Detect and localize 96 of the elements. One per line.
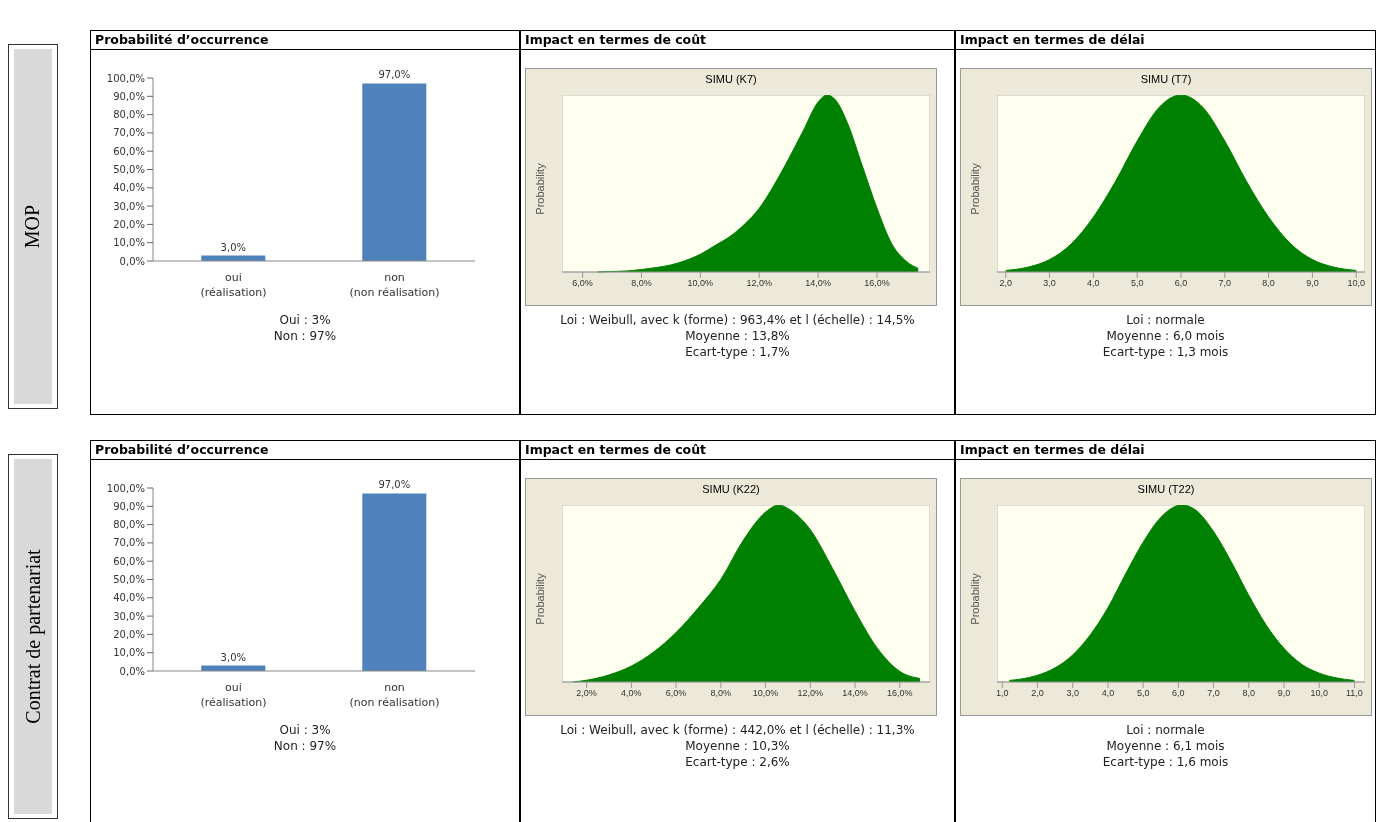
- x-tick-label: 11,0: [1346, 688, 1363, 699]
- data-label: 97,0%: [378, 69, 411, 81]
- text: Moyenne : 13,8%: [684, 328, 791, 344]
- chart-title: Impact en termes de délai: [956, 31, 1375, 50]
- chart-title: Probabilité d’occurrence: [91, 441, 519, 460]
- text: Loi : normale: [1125, 722, 1206, 738]
- x-tick-label: 2,0: [999, 278, 1013, 289]
- y-tick-label: 50,0%: [113, 574, 145, 586]
- y-tick-label: 90,0%: [113, 500, 145, 512]
- y-tick-label: 80,0%: [113, 109, 145, 121]
- data-label: 3,0%: [220, 241, 246, 253]
- x-tick-label: 8,0%: [631, 278, 652, 289]
- text: Moyenne : 10,3%: [684, 738, 791, 754]
- y-tick-label: 10,0%: [113, 237, 145, 249]
- y-tick-label: 30,0%: [113, 610, 145, 622]
- y-tick-label: 30,0%: [113, 200, 145, 212]
- y-tick-label: 0,0%: [119, 255, 145, 267]
- x-tick-label: 10,0: [1310, 688, 1328, 699]
- x-tick-label: 4,0: [1087, 278, 1100, 289]
- text: Ecart-type : 2,6%: [684, 754, 791, 770]
- chart-subtitle: SIMU (T7): [1139, 72, 1193, 87]
- y-tick-label: 90,0%: [113, 90, 145, 102]
- x-tick-label: 10,0%: [752, 688, 779, 699]
- x-tick-label: 8,0: [1242, 688, 1256, 699]
- x-tick-label: 2,0%: [576, 688, 597, 699]
- text: Loi : Weibull, avec k (forme) : 442,0% et l (échelle) : 11,3%: [559, 722, 916, 738]
- chart-subtitle: SIMU (K7): [704, 72, 758, 87]
- x-tick-label: 6,0: [1172, 688, 1185, 699]
- x-tick-label: 10,0: [1347, 278, 1365, 289]
- text: Contrat de partenariat: [21, 549, 45, 724]
- text: Ecart-type : 1,7%: [684, 344, 791, 360]
- data-label: 3,0%: [220, 651, 246, 663]
- x-tick-label: 8,0: [1262, 278, 1275, 289]
- y-tick-label: 60,0%: [113, 145, 145, 157]
- x-tick-label: 9,0: [1306, 278, 1319, 289]
- y-axis-title: Probability: [969, 573, 981, 625]
- text: Oui : 3%: [278, 312, 332, 328]
- y-axis-title: Probability: [534, 163, 546, 215]
- x-tick-label: 7,0: [1207, 688, 1220, 699]
- y-tick-label: 20,0%: [113, 628, 145, 640]
- x-tick-label: non (non réalisation): [349, 681, 440, 709]
- x-tick-label: 6,0%: [572, 278, 593, 289]
- y-tick-label: 10,0%: [113, 647, 145, 659]
- x-tick-label: 2,0: [1031, 688, 1044, 699]
- x-tick-label: 8,0%: [710, 688, 732, 699]
- x-tick-label: 10,0%: [687, 278, 714, 289]
- y-tick-label: 70,0%: [113, 537, 145, 549]
- chart-subtitle: SIMU (T22): [1136, 482, 1196, 497]
- chart-title: Impact en termes de délai: [956, 441, 1375, 460]
- text: Moyenne : 6,0 mois: [1105, 328, 1226, 344]
- x-tick-label: 16,0%: [864, 278, 890, 289]
- y-tick-label: 70,0%: [113, 127, 145, 139]
- y-tick-label: 100,0%: [106, 72, 145, 84]
- x-tick-label: 3,0: [1043, 278, 1056, 289]
- text: Loi : normale: [1125, 312, 1206, 328]
- chart-title: Impact en termes de coût: [521, 31, 954, 50]
- y-tick-label: 40,0%: [113, 182, 145, 194]
- text: Ecart-type : 1,6 mois: [1101, 754, 1230, 770]
- text: Oui : 3%: [278, 722, 332, 738]
- text: Non : 97%: [272, 328, 338, 344]
- x-tick-label: 12,0%: [797, 688, 824, 699]
- y-axis-title: Probability: [969, 163, 981, 215]
- chart-subtitle: SIMU (K22): [701, 482, 761, 497]
- y-axis-title: Probability: [534, 573, 546, 625]
- x-tick-label: 1,0: [996, 688, 1009, 699]
- x-tick-label: oui (réalisation): [200, 271, 267, 299]
- x-tick-label: 14,0%: [805, 278, 831, 289]
- chart-title: Probabilité d’occurrence: [91, 31, 519, 50]
- y-tick-label: 40,0%: [113, 592, 145, 604]
- x-tick-label: 5,0: [1130, 278, 1144, 289]
- x-tick-label: 6,0%: [665, 688, 687, 699]
- x-tick-label: 14,0%: [842, 688, 868, 699]
- x-tick-label: 9,0: [1277, 688, 1291, 699]
- text: Non : 97%: [272, 738, 338, 754]
- x-tick-label: 3,0: [1066, 688, 1079, 699]
- x-tick-label: 4,0%: [621, 688, 642, 699]
- text: Ecart-type : 1,3 mois: [1101, 344, 1230, 360]
- y-tick-label: 0,0%: [119, 665, 145, 677]
- x-tick-label: 12,0%: [746, 278, 773, 289]
- y-tick-label: 80,0%: [113, 519, 145, 531]
- y-tick-label: 20,0%: [113, 218, 145, 230]
- chart-title: Impact en termes de coût: [521, 441, 954, 460]
- text: Loi : Weibull, avec k (forme) : 963,4% et l (échelle) : 14,5%: [559, 312, 916, 328]
- x-tick-label: 5,0: [1136, 688, 1150, 699]
- x-tick-label: non (non réalisation): [349, 271, 440, 299]
- text: MOP: [21, 204, 45, 249]
- y-tick-label: 60,0%: [113, 555, 145, 567]
- y-tick-label: 50,0%: [113, 164, 145, 176]
- x-tick-label: 7,0: [1218, 278, 1232, 289]
- x-tick-label: oui (réalisation): [200, 681, 267, 709]
- x-tick-label: 4,0: [1101, 688, 1115, 699]
- x-tick-label: 6,0: [1174, 278, 1188, 289]
- data-label: 97,0%: [378, 479, 411, 491]
- y-tick-label: 100,0%: [106, 482, 145, 494]
- x-tick-label: 16,0%: [887, 688, 913, 699]
- text: Moyenne : 6,1 mois: [1105, 738, 1226, 754]
